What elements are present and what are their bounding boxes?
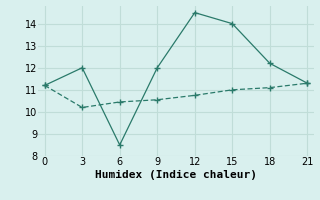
X-axis label: Humidex (Indice chaleur): Humidex (Indice chaleur) <box>95 170 257 180</box>
